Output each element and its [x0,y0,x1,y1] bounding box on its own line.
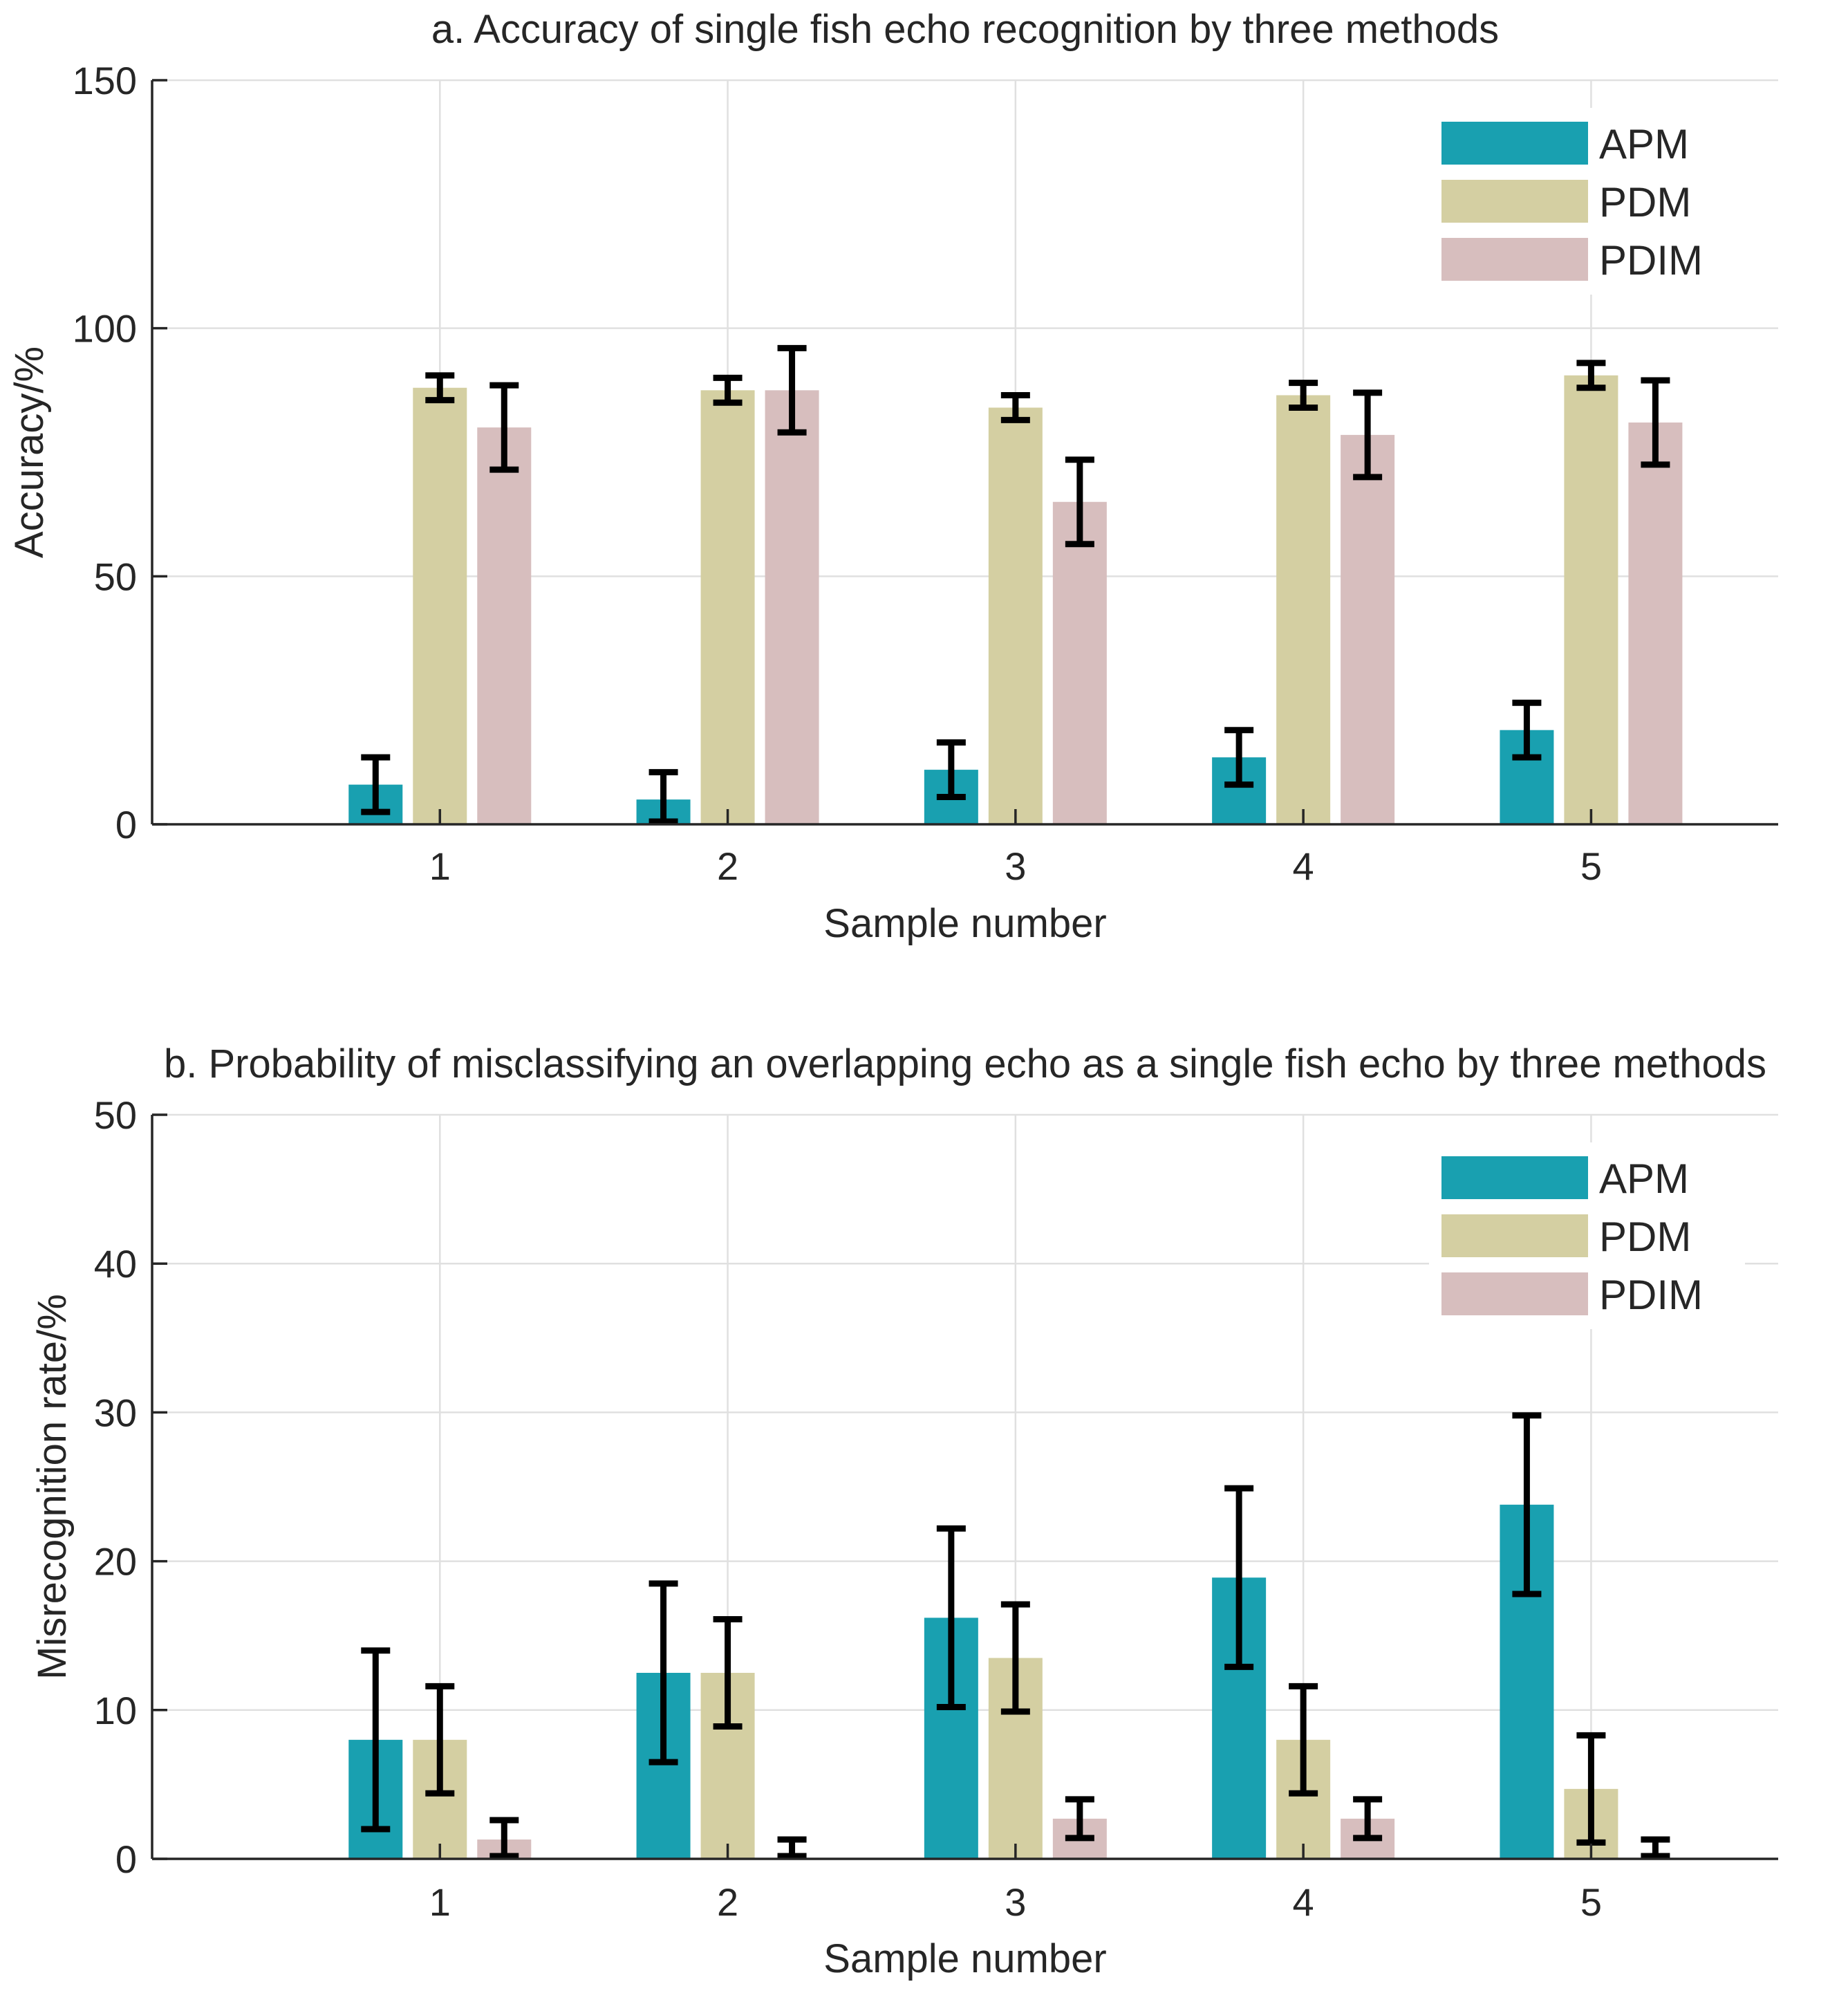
error-bar-pdim-sample-5 [1641,377,1670,468]
y-axis-label: Accuracy/% [7,346,52,558]
y-tick-label: 100 [73,307,137,351]
error-bar-pdim-sample-1 [489,1817,519,1860]
error-bar-apm-sample-1 [361,754,391,815]
x-tick-label: 2 [717,844,738,888]
bar-pdm-sample-3 [988,407,1043,824]
error-bar-apm-sample-5 [1512,1412,1542,1597]
error-bar-pdm-sample-4 [1289,1683,1318,1797]
bar-pdm-sample-1 [413,387,467,824]
error-bar-pdim-sample-1 [489,382,519,473]
legend-swatch-apm [1441,122,1588,165]
error-bar-pdim-sample-3 [1065,1796,1094,1842]
legend: APM PDM PDIM [1429,1142,1745,1329]
legend-swatch-pdim [1441,238,1588,281]
chart-panel-b: 0 10 20 30 40 50 1 2 3 4 5 b. Probability of miscla… [30,1041,1778,1981]
error-bar-pdim-sample-4 [1353,1796,1383,1842]
x-tick-label: 3 [1005,1880,1026,1924]
chart-title: a. Accuracy of single fish echo recognit… [431,7,1499,52]
bar-pdim-sample-1 [477,427,532,824]
error-bar-pdim-sample-4 [1353,389,1383,481]
legend-label-pdm: PDM [1599,1214,1691,1260]
y-tick-label: 20 [94,1540,137,1584]
x-tick-label: 4 [1293,1880,1314,1924]
x-tick-label: 2 [717,1880,738,1924]
y-tick-label: 50 [94,1093,137,1137]
legend-label-apm: APM [1599,121,1689,167]
error-bar-pdm-sample-4 [1289,380,1318,411]
legend-label-pdim: PDIM [1599,237,1703,284]
error-bar-pdm-sample-5 [1576,1732,1606,1846]
error-bar-apm-sample-1 [361,1647,391,1833]
bar-pdm-sample-2 [700,390,755,824]
error-bar-pdim-sample-3 [1065,456,1094,548]
bar-pdim-sample-5 [1628,422,1683,824]
legend: APM PDM PDIM [1429,108,1745,295]
legend-swatch-pdim [1441,1272,1588,1315]
error-bar-pdm-sample-2 [713,374,743,406]
error-bar-apm-sample-2 [648,1580,678,1766]
bar-pdim-sample-4 [1341,434,1395,824]
bar-pdim-sample-2 [765,390,819,824]
y-tick-label: 0 [115,803,137,846]
x-tick-label: 5 [1580,844,1602,888]
x-tick-label: 1 [429,844,451,888]
legend-swatch-pdm [1441,1214,1588,1257]
y-tick-label: 150 [73,59,137,102]
bar-pdim-sample-3 [1052,501,1107,824]
error-bar-apm-sample-3 [936,1525,966,1710]
error-bar-pdim-sample-2 [777,344,807,436]
y-tick-label: 50 [94,555,137,598]
x-tick-label: 5 [1580,1880,1602,1924]
y-tick-label: 30 [94,1391,137,1434]
y-axis-label: Misrecognition rate/% [30,1294,75,1680]
error-bar-apm-sample-4 [1224,727,1254,788]
legend-swatch-pdm [1441,180,1588,223]
x-axis-label: Sample number [823,901,1106,946]
chart-panel-a: 0 50 100 150 1 2 3 4 5 a. Accuracy of single fish… [7,7,1778,946]
error-bar-pdm-sample-2 [713,1616,743,1730]
y-tick-label: 0 [115,1837,137,1881]
error-bar-pdm-sample-3 [1000,392,1030,423]
error-bar-apm-sample-5 [1512,699,1542,761]
x-axis-label: Sample number [823,1936,1106,1981]
error-bar-apm-sample-3 [936,739,966,801]
legend-label-apm: APM [1599,1156,1689,1202]
legend-label-pdm: PDM [1599,179,1691,225]
x-tick-label: 4 [1293,844,1314,888]
error-bar-pdm-sample-5 [1576,360,1606,391]
error-bar-apm-sample-2 [648,769,678,825]
bar-pdm-sample-5 [1564,375,1618,824]
x-tick-label: 3 [1005,844,1026,888]
legend-label-pdim: PDIM [1599,1272,1703,1318]
error-bar-pdim-sample-5 [1641,1836,1670,1860]
error-bar-pdm-sample-1 [425,1683,455,1797]
chart-title: b. Probability of misclassifying an over… [164,1041,1766,1086]
y-tick-label: 10 [94,1689,137,1732]
error-bar-pdim-sample-2 [777,1836,807,1860]
error-bar-apm-sample-4 [1224,1485,1254,1670]
error-bar-pdm-sample-1 [425,372,455,404]
error-bar-pdm-sample-3 [1000,1601,1030,1715]
legend-swatch-apm [1441,1156,1588,1199]
bar-pdm-sample-4 [1276,395,1331,824]
x-tick-label: 1 [429,1880,451,1924]
y-tick-label: 40 [94,1242,137,1286]
